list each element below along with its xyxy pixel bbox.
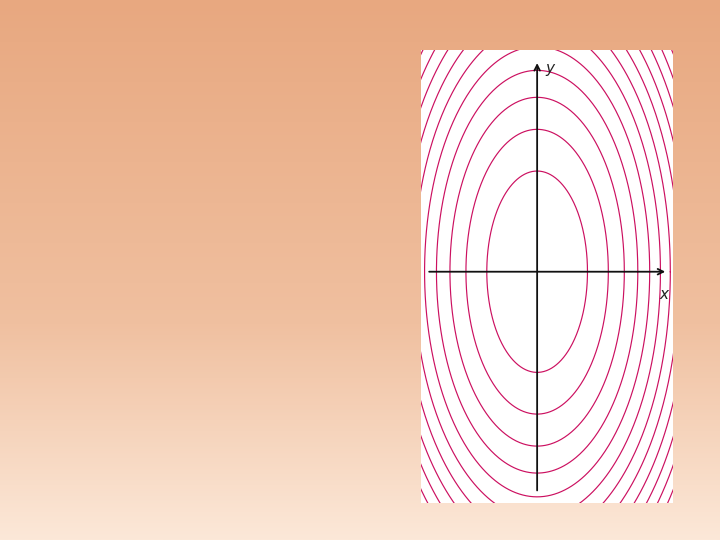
Text: . . . , 4: . . . , 4 [22, 461, 141, 480]
Text: $k$ = 0.25, 0.5, 0.75,: $k$ = 0.25, 0.5, 0.75, [22, 397, 250, 419]
Text: $y$: $y$ [545, 62, 557, 78]
Text: Example 12: Example 12 [432, 26, 541, 44]
Text: drawn by a computer: drawn by a computer [22, 206, 248, 225]
Text: The figure shows: The figure shows [22, 78, 204, 97]
Text: with level curves: with level curves [22, 269, 202, 288]
Text: corresponding to:: corresponding to: [22, 333, 210, 352]
Bar [392, 46, 702, 508]
Text: LEVEL CURVES: LEVEL CURVES [22, 28, 147, 43]
Text: $x$: $x$ [660, 287, 671, 302]
Text: a contour map of $h$: a contour map of $h$ [22, 142, 222, 166]
